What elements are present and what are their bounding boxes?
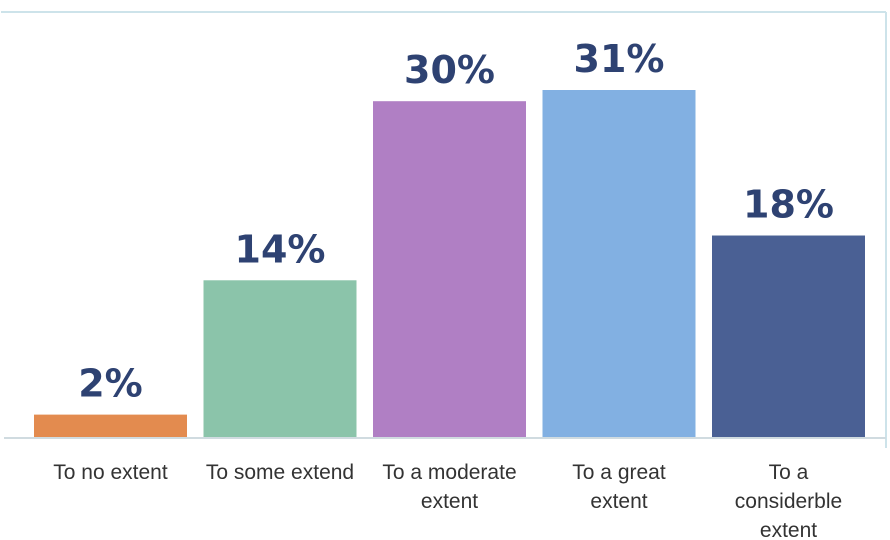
category-label-3: To a moderate extent [382, 461, 516, 513]
category-label-line: extent [760, 519, 817, 540]
value-labels: 2% 14% 30% 31% 18% [78, 37, 834, 406]
value-label-1: 2% [78, 362, 143, 406]
bar-4 [542, 90, 696, 437]
bar-2 [203, 280, 357, 437]
category-label-line: extent [590, 490, 647, 513]
category-label-2: To some extend [206, 461, 354, 484]
category-label-line: To no extent [53, 461, 168, 484]
value-label-2: 14% [235, 227, 326, 271]
category-label-1: To no extent [53, 461, 168, 484]
chart-border [1, 11, 887, 448]
category-label-5: To a considerble extent [735, 461, 842, 540]
category-label-line: To some extend [206, 461, 354, 484]
category-labels: To no extent To some extend To a moderate e… [53, 461, 842, 540]
bars [34, 90, 865, 438]
bar-3 [373, 101, 526, 438]
category-label-4: To a great extent [572, 461, 666, 513]
value-label-5: 18% [743, 183, 834, 227]
category-label-line: To a great [572, 461, 666, 484]
category-label-line: To a [769, 461, 809, 484]
bar-1 [34, 414, 187, 437]
category-label-line: To a moderate [382, 461, 516, 484]
value-label-4: 31% [574, 37, 665, 81]
value-label-3: 30% [404, 48, 495, 92]
category-label-line: considerble [735, 490, 842, 513]
bar-5 [712, 235, 865, 437]
category-label-line: extent [421, 490, 478, 513]
